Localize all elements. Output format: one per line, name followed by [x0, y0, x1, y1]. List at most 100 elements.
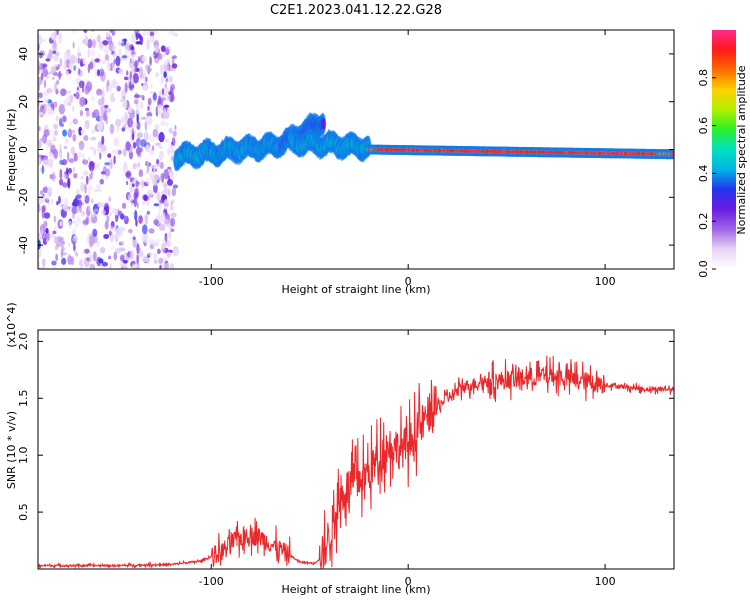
- heatmap-cell: [143, 232, 149, 244]
- heatmap-cell: [54, 101, 58, 108]
- heatmap-cell: [81, 210, 86, 217]
- heatmap-cell: [56, 79, 60, 85]
- heatmap-cell: [38, 248, 42, 258]
- heatmap-cell: [72, 104, 75, 113]
- heatmap-cell: [127, 193, 134, 203]
- heatmap-cell: [80, 182, 85, 192]
- heatmap-cell: [441, 149, 446, 153]
- heatmap-cell: [152, 145, 155, 151]
- heatmap-cell: [46, 87, 53, 94]
- heatmap-cell: [127, 117, 134, 128]
- heatmap-cell: [59, 220, 63, 227]
- heatmap-cell: [58, 70, 61, 81]
- heatmap-cell: [38, 203, 41, 213]
- heatmap-cell: [79, 109, 83, 117]
- heatmap-cell: [112, 44, 116, 52]
- heatmap-cell: [147, 97, 152, 106]
- heatmap-cell: [75, 91, 80, 100]
- heatmap-cell: [558, 151, 563, 155]
- heatmap-cell: [109, 123, 115, 135]
- y-tick-label: -40: [17, 236, 30, 254]
- heatmap-cell: [108, 212, 113, 216]
- heatmap-cell: [78, 140, 85, 151]
- spectrogram-y-ticks: -40 -20 0 20 40: [17, 47, 674, 254]
- heatmap-cell: [62, 173, 67, 180]
- heatmap-cell: [88, 61, 94, 70]
- heatmap-cell: [168, 230, 172, 240]
- heatmap-cell: [125, 171, 131, 178]
- heatmap-cell: [133, 196, 138, 208]
- heatmap-cell: [321, 117, 326, 130]
- heatmap-cell: [40, 137, 47, 142]
- heatmap-cell: [136, 132, 143, 139]
- heatmap-cell: [61, 182, 68, 187]
- heatmap-cell: [98, 258, 104, 264]
- heatmap-cell: [114, 247, 121, 254]
- heatmap-cell: [536, 150, 541, 154]
- heatmap-cell: [55, 253, 59, 262]
- heatmap-cell: [174, 249, 178, 255]
- heatmap-cell: [450, 149, 455, 153]
- heatmap-cell: [84, 248, 90, 254]
- heatmap-cell: [610, 151, 615, 155]
- heatmap-cell: [415, 148, 420, 152]
- heatmap-cell: [75, 189, 81, 195]
- heatmap-cell: [170, 212, 177, 218]
- colorbar-strip: [712, 30, 736, 269]
- heatmap-cell: [132, 141, 137, 149]
- heatmap-cell: [77, 57, 80, 64]
- heatmap-cell: [135, 32, 139, 41]
- heatmap-cell: [172, 184, 178, 189]
- heatmap-cell: [90, 30, 96, 33]
- heatmap-cell: [61, 159, 68, 166]
- heatmap-cell: [67, 128, 73, 138]
- x-tick-label: -100: [199, 275, 224, 288]
- heatmap-cell: [52, 50, 57, 54]
- heatmap-cell: [107, 255, 112, 260]
- heatmap-cell: [601, 151, 606, 155]
- heatmap-cell: [112, 52, 117, 57]
- heatmap-cell: [135, 41, 142, 45]
- heatmap-cell: [497, 150, 502, 154]
- snr-y-label: SNR (10 * v/v): [5, 411, 18, 489]
- colorbar-tick-label: 0.8: [697, 69, 710, 87]
- heatmap-cell: [627, 152, 632, 156]
- heatmap-cell: [42, 186, 49, 194]
- heatmap-cell: [124, 82, 128, 93]
- heatmap-cell: [84, 85, 90, 95]
- heatmap-cell: [160, 45, 166, 53]
- heatmap-cell: [153, 219, 159, 226]
- heatmap-cell: [110, 226, 114, 230]
- heatmap-cell: [141, 55, 147, 63]
- heatmap-cell: [100, 171, 106, 175]
- heatmap-cell: [66, 94, 71, 105]
- heatmap-cell: [128, 228, 133, 234]
- heatmap-cell: [62, 204, 69, 212]
- heatmap-cell: [150, 83, 153, 89]
- heatmap-cell: [154, 44, 160, 54]
- heatmap-cell: [135, 219, 138, 227]
- heatmap-cell: [43, 212, 51, 219]
- heatmap-cell: [165, 121, 169, 127]
- heatmap-cell: [72, 30, 76, 34]
- heatmap-cell: [86, 109, 90, 118]
- heatmap-cell: [99, 68, 105, 77]
- heatmap-cell: [49, 173, 54, 180]
- heatmap-cell: [169, 203, 174, 212]
- heatmap-cell: [123, 111, 129, 122]
- heatmap-cell: [93, 109, 100, 118]
- heatmap-cell: [104, 45, 109, 55]
- heatmap-cell: [506, 150, 511, 154]
- heatmap-cell: [144, 214, 149, 225]
- heatmap-cell: [53, 215, 57, 223]
- heatmap-cell: [47, 186, 53, 197]
- spectrogram-x-ticks: -100 0 100: [199, 30, 616, 288]
- heatmap-cell: [108, 196, 112, 203]
- heatmap-cell: [43, 79, 46, 89]
- heatmap-cell: [40, 190, 44, 195]
- heatmap-cell: [48, 150, 52, 158]
- heatmap-cell: [78, 68, 81, 75]
- heatmap-cell: [138, 250, 144, 257]
- heatmap-cell: [141, 85, 148, 91]
- heatmap-cell: [140, 116, 147, 120]
